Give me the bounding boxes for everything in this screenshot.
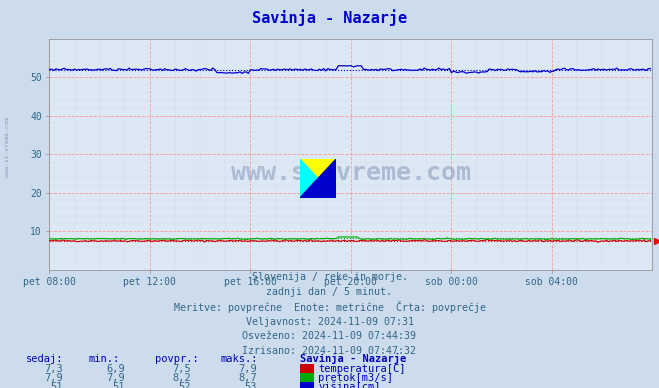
Text: 7,9: 7,9: [239, 364, 257, 374]
Text: 7,9: 7,9: [44, 373, 63, 383]
Text: Slovenija / reke in morje.: Slovenija / reke in morje.: [252, 272, 407, 282]
Text: povpr.:: povpr.:: [155, 354, 198, 364]
Text: Osveženo: 2024-11-09 07:44:39: Osveženo: 2024-11-09 07:44:39: [243, 331, 416, 341]
Text: 7,9: 7,9: [107, 373, 125, 383]
Text: 52: 52: [179, 382, 191, 388]
Polygon shape: [300, 159, 336, 198]
Text: 7,3: 7,3: [44, 364, 63, 374]
Text: temperatura[C]: temperatura[C]: [318, 364, 406, 374]
Text: maks.:: maks.:: [221, 354, 258, 364]
Text: min.:: min.:: [89, 354, 120, 364]
Text: Savinja - Nazarje: Savinja - Nazarje: [300, 353, 406, 364]
Text: pretok[m3/s]: pretok[m3/s]: [318, 373, 393, 383]
Polygon shape: [300, 159, 336, 198]
Text: 51: 51: [50, 382, 63, 388]
Text: www.si-vreme.com: www.si-vreme.com: [5, 118, 11, 177]
Text: Savinja - Nazarje: Savinja - Nazarje: [252, 9, 407, 26]
Text: višina[cm]: višina[cm]: [318, 382, 381, 388]
Text: Meritve: povprečne  Enote: metrične  Črta: povprečje: Meritve: povprečne Enote: metrične Črta:…: [173, 301, 486, 313]
Text: zadnji dan / 5 minut.: zadnji dan / 5 minut.: [266, 287, 393, 297]
Text: Izrisano: 2024-11-09 07:47:32: Izrisano: 2024-11-09 07:47:32: [243, 346, 416, 356]
Text: 8,2: 8,2: [173, 373, 191, 383]
Text: 51: 51: [113, 382, 125, 388]
Text: sedaj:: sedaj:: [26, 354, 64, 364]
Text: 7,5: 7,5: [173, 364, 191, 374]
Text: 6,9: 6,9: [107, 364, 125, 374]
Text: Veljavnost: 2024-11-09 07:31: Veljavnost: 2024-11-09 07:31: [246, 317, 413, 327]
Text: 53: 53: [244, 382, 257, 388]
Text: 8,7: 8,7: [239, 373, 257, 383]
Text: www.si-vreme.com: www.si-vreme.com: [231, 161, 471, 185]
Polygon shape: [300, 159, 336, 198]
